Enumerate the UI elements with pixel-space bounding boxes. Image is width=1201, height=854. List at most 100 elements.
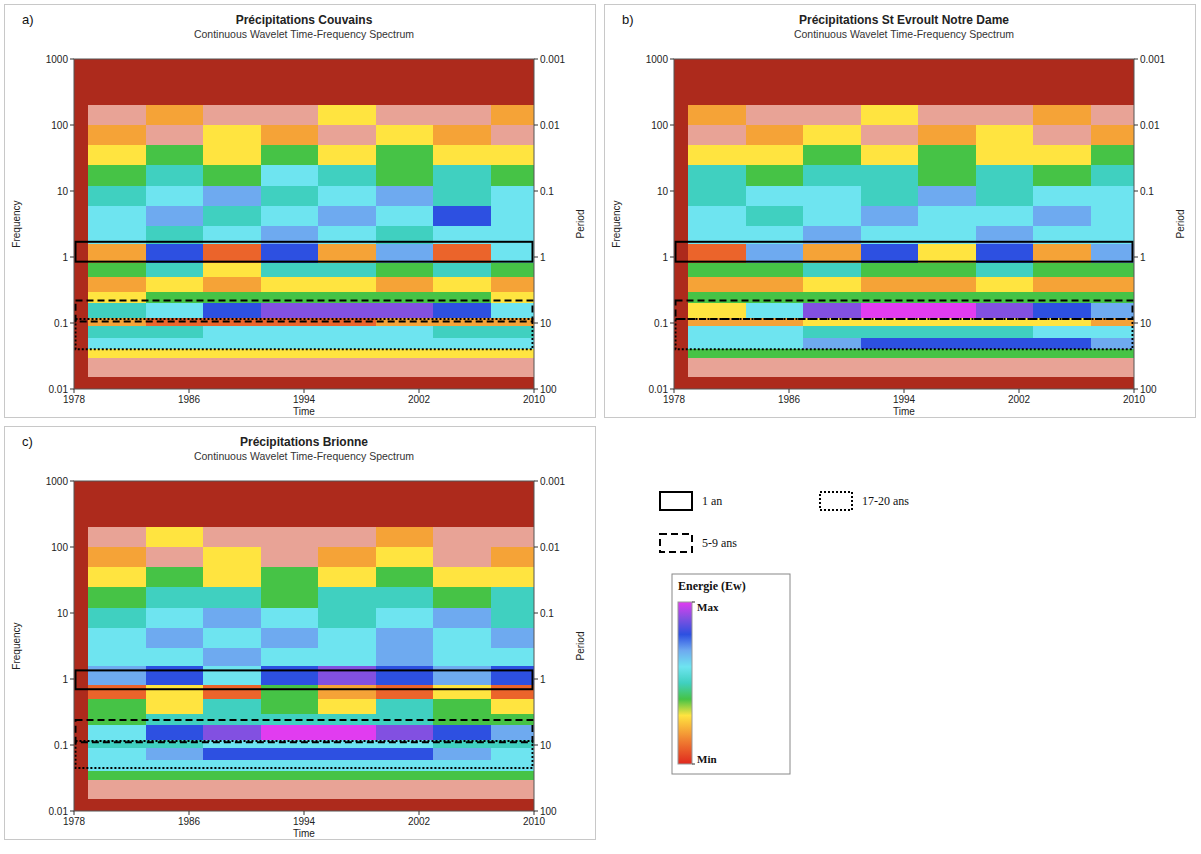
cell <box>203 685 261 698</box>
y2-tick <box>534 323 538 324</box>
cell <box>88 125 146 145</box>
no-data-cell <box>318 527 376 547</box>
cell <box>261 608 319 628</box>
cell <box>918 206 976 226</box>
cell <box>146 699 204 714</box>
colorbar-tick-label: Min <box>697 753 717 765</box>
y2-tick <box>534 679 538 680</box>
cell <box>376 666 434 686</box>
cell <box>746 125 804 145</box>
cell <box>376 608 434 628</box>
cell <box>491 303 534 318</box>
cell <box>376 699 434 714</box>
no-data-cell <box>861 125 919 145</box>
cell <box>376 349 434 357</box>
no-data-cell <box>261 527 319 547</box>
x-axis-title: Time <box>893 406 915 417</box>
cell <box>318 145 376 165</box>
y2-tick-label: 0.01 <box>540 542 560 553</box>
cell <box>491 186 534 206</box>
plot-frame <box>674 59 1134 389</box>
no-data-cell <box>88 358 146 378</box>
cell <box>1033 326 1091 338</box>
cell <box>376 547 434 567</box>
legend-swatch <box>660 534 692 552</box>
y-tick <box>70 547 74 548</box>
x-tick <box>419 811 420 815</box>
cell <box>491 648 534 666</box>
cell <box>261 725 319 740</box>
y-tick-label: 1 <box>662 252 668 263</box>
cell <box>146 771 204 779</box>
cell <box>491 608 534 628</box>
x-tick-label: 2002 <box>1008 394 1031 405</box>
legend-swatch <box>660 492 692 510</box>
cell <box>261 648 319 666</box>
cell <box>976 244 1034 264</box>
cell <box>88 587 146 608</box>
y-tick <box>670 125 674 126</box>
cell <box>433 186 491 206</box>
no-data-cell <box>88 105 146 125</box>
cell <box>203 628 261 648</box>
cell <box>433 206 491 226</box>
y2-tick <box>534 547 538 548</box>
cell <box>803 206 861 226</box>
cell <box>491 145 534 165</box>
cell <box>491 628 534 648</box>
cell <box>976 125 1034 145</box>
cell <box>146 244 204 264</box>
cell <box>433 648 491 666</box>
cell <box>803 349 861 357</box>
colorbar-title: Energie (Ew) <box>678 579 746 593</box>
cell <box>146 145 204 165</box>
cell <box>861 105 919 125</box>
cell <box>803 145 861 165</box>
cell <box>261 685 319 698</box>
y-tick-label: 0.01 <box>49 384 69 395</box>
cell <box>376 186 434 206</box>
x-tick-label: 1994 <box>293 394 316 405</box>
cell <box>1033 244 1091 264</box>
cell <box>433 725 491 740</box>
x-axis-title: Time <box>293 406 315 417</box>
cell <box>491 587 534 608</box>
no-data-cell <box>491 780 534 800</box>
no-data-cell <box>261 780 319 800</box>
cell <box>1091 277 1134 292</box>
band <box>76 319 533 349</box>
x-tick-label: 1978 <box>663 394 686 405</box>
cell <box>688 277 746 292</box>
cell <box>803 186 861 206</box>
y2-axis-title: Period <box>575 210 586 239</box>
no-data-cell <box>88 527 146 547</box>
x-tick <box>534 389 535 393</box>
no-data-cell <box>203 105 261 125</box>
cell <box>746 303 804 318</box>
cell <box>203 338 261 350</box>
cell <box>203 567 261 587</box>
title: Précipitations Couvains <box>236 13 373 27</box>
cell <box>1091 338 1134 350</box>
cell <box>261 263 319 276</box>
y-tick <box>70 389 74 390</box>
x-tick-label: 2010 <box>1123 394 1146 405</box>
cell <box>688 244 746 264</box>
cell <box>318 303 376 318</box>
y-tick <box>70 745 74 746</box>
cell <box>803 165 861 186</box>
cell <box>746 244 804 264</box>
cell <box>146 587 204 608</box>
no-data-cell <box>688 358 746 378</box>
y-tick-label: 1000 <box>46 54 69 65</box>
cell <box>376 125 434 145</box>
cell <box>861 326 919 338</box>
cell <box>261 338 319 350</box>
y2-tick <box>534 613 538 614</box>
y-tick-label: 0.1 <box>54 740 68 751</box>
cell <box>146 186 204 206</box>
cell <box>433 771 491 779</box>
y-tick <box>70 125 74 126</box>
y-axis-title: Frequency <box>11 200 22 247</box>
cell <box>88 685 146 698</box>
